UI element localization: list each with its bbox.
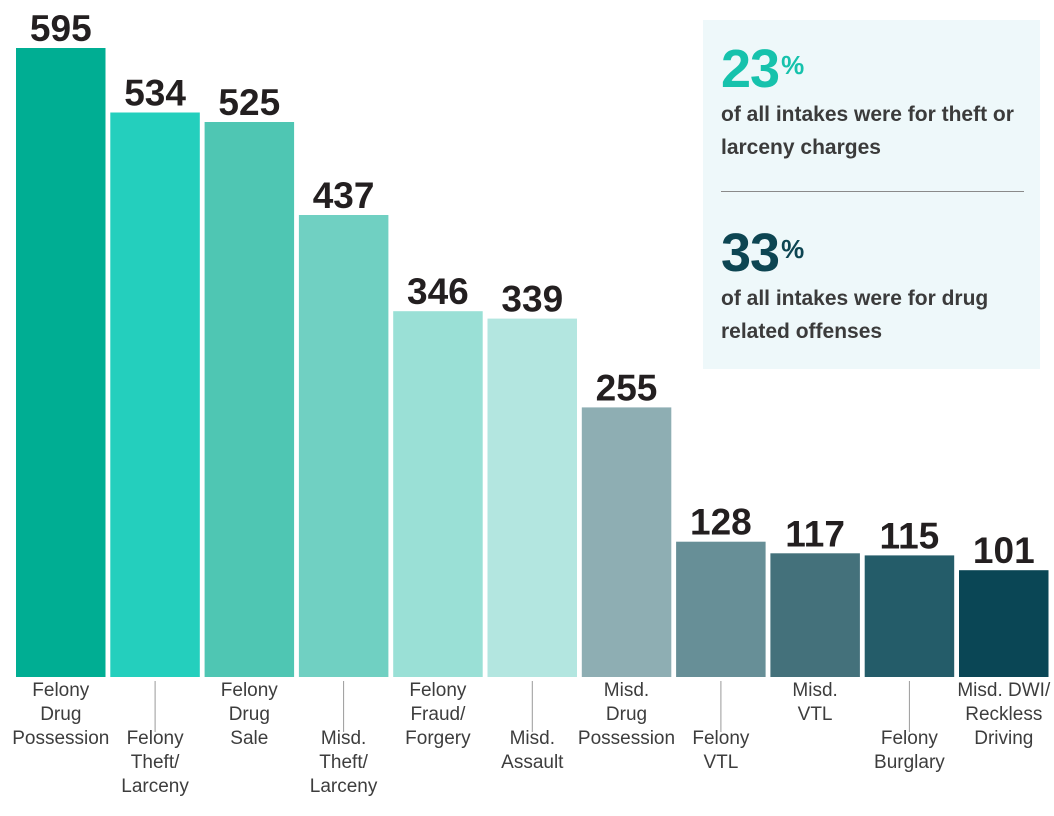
drug-stat-number: 33% [721,226,1021,280]
bar-value-label-7: 128 [690,502,752,543]
category-label-line: Reckless [965,704,1042,725]
bar-2 [204,122,295,677]
bar-value-label-3: 437 [313,175,375,216]
category-label-line: Fraud/ [410,704,466,725]
category-label-line: VTL [798,704,833,725]
category-label-line: Theft/ [319,752,368,773]
stats-panel: 23% of all intakes were for theft or lar… [703,20,1040,369]
category-label-line: Drug [40,704,81,725]
category-label-0: Felony Drug Possession [12,680,109,749]
category-label-8: Misd. VTL [792,680,837,725]
bar-value-label-9: 115 [880,515,940,556]
bar-4 [393,311,483,677]
category-label-line: Drug [606,704,647,725]
category-label-line: Assault [501,752,564,773]
bar-9 [864,555,955,677]
bar-value-label-6: 255 [596,367,658,408]
category-label-line: Felony [221,680,279,701]
theft-stat: 23% of all intakes were for theft or lar… [721,42,1021,164]
category-label-line: Theft/ [131,752,180,773]
category-label-7: Felony VTL [692,728,750,773]
bar-1 [110,112,200,677]
leader-lines-group [154,681,910,732]
value-labels-group: 595 534 525 437 346 339 255 128 117 115 101 [30,8,1035,571]
category-label-1: Felony Theft/Larceny [121,728,189,797]
category-label-line: Sale [230,728,268,749]
category-label-3: Misd. Theft/Larceny [310,728,378,797]
category-label-line: Misd. [792,680,837,701]
bar-3 [298,215,389,677]
drug-stat-percent: % [781,234,804,264]
drug-stat: 33% of all intakes were for drug related… [721,226,1021,348]
category-label-line: Driving [974,728,1033,749]
bar-7 [676,541,766,677]
category-label-line: Drug [229,704,270,725]
category-label-line: Misd. [604,680,649,701]
category-label-line: Burglary [874,752,945,773]
category-label-10: Misd. DWI/Reckless Driving [957,680,1051,749]
category-label-line: Possession [12,728,109,749]
category-label-line: Possession [578,728,675,749]
bar-10 [959,570,1049,677]
theft-stat-number: 23% [721,42,1021,96]
bar-8 [770,553,860,677]
category-label-line: Larceny [121,776,189,797]
bar-value-label-4: 346 [407,271,469,312]
theft-stat-value: 23 [721,39,780,99]
bar-value-label-5: 339 [501,279,563,320]
bar-0 [16,48,106,677]
category-label-line: VTL [703,752,738,773]
bar-5 [487,318,577,677]
stats-divider [721,191,1024,192]
theft-stat-percent: % [781,50,804,80]
category-label-line: Misd. [321,728,366,749]
bar-value-label-0: 595 [30,8,92,49]
category-label-line: Misd. [510,728,555,749]
bar-value-label-1: 534 [124,73,186,114]
category-label-line: Larceny [310,776,378,797]
category-label-line: Felony [32,680,90,701]
theft-stat-text: of all intakes were for theft or larceny… [721,103,1014,159]
category-label-5: Misd. Assault [501,728,564,773]
category-label-line: Felony [127,728,185,749]
category-label-4: Felony Fraud/Forgery [405,680,471,749]
bar-value-label-10: 101 [973,530,1035,571]
category-label-line: Felony [692,728,750,749]
category-label-line: Felony [881,728,939,749]
bar-value-label-2: 525 [218,82,280,123]
category-label-2: Felony Drug Sale [221,680,279,749]
category-label-6: Misd. Drug Possession [578,680,675,749]
drug-stat-value: 33 [721,223,780,283]
category-label-line: Misd. DWI/ [957,680,1051,701]
category-label-9: Felony Burglary [874,728,945,773]
drug-stat-text: of all intakes were for drug related off… [721,287,989,343]
category-label-line: Forgery [405,728,471,749]
bar-6 [581,407,672,677]
bar-value-label-8: 117 [785,513,845,554]
category-labels-group: Felony Drug Possession Felony Theft/LarcenyF… [12,680,1051,797]
category-label-line: Felony [409,680,467,701]
bars-group [16,48,1049,677]
